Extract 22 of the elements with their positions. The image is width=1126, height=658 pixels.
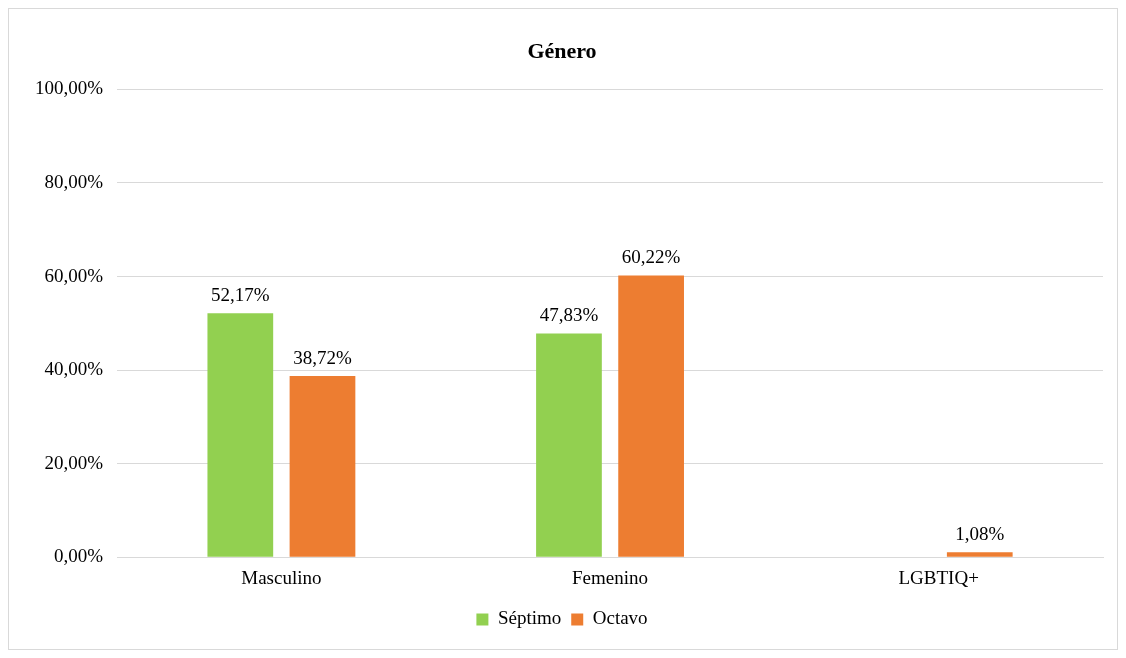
bar [618, 275, 684, 557]
data-label: 38,72% [293, 346, 352, 368]
y-tick-label: 20,00% [44, 451, 104, 473]
y-tick-label: 60,00% [44, 264, 104, 286]
bar [289, 376, 356, 557]
legend-label: Séptimo [497, 607, 562, 629]
bar [946, 552, 1013, 557]
x-tick-label: LGBTIQ+ [898, 566, 979, 588]
y-tick-label: 80,00% [44, 170, 104, 192]
legend-label: Octavo [592, 607, 648, 629]
data-label: 47,83% [539, 303, 599, 325]
x-tick-label: Masculino [241, 566, 322, 588]
data-label: 1,08% [955, 522, 1005, 544]
y-tick-label: 0,00% [54, 545, 104, 567]
y-tick-label: 40,00% [44, 358, 104, 380]
y-tick-label: 100,00% [35, 77, 104, 99]
data-label: 52,17% [211, 283, 270, 305]
x-tick-label: Femenino [572, 566, 649, 588]
bar [207, 313, 274, 557]
chart-title: Género [527, 37, 597, 63]
data-label: 60,22% [621, 245, 681, 267]
bar [536, 333, 602, 557]
